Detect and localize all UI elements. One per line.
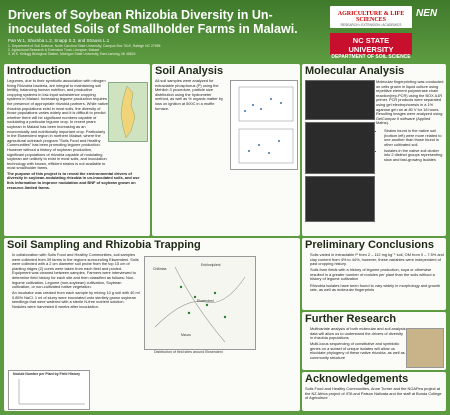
bullet: Soils varied in extractable P from 2 – 1… — [310, 252, 446, 267]
bullet: Rhizobia isolates have been found to var… — [310, 283, 446, 293]
malawi-map — [108, 82, 148, 142]
gel-image — [305, 80, 375, 120]
ncsu-logo: NC STATE UNIVERSITY DEPARTMENT OF SOIL S… — [330, 33, 412, 60]
map-art — [154, 266, 246, 343]
section-heading: Molecular Analysis — [305, 65, 405, 77]
section-heading: Preliminary Conclusions — [305, 239, 434, 251]
cals-logo: AGRICULTURE & LIFE SCIENCES RESEARCH • E… — [330, 6, 412, 28]
conclusions-panel: Preliminary Conclusions Soils varied in … — [302, 238, 446, 310]
gel-image — [305, 176, 375, 222]
soil-analysis-panel: Soil Analysis All soil samples were anal… — [152, 64, 300, 236]
section-heading: Introduction — [7, 65, 72, 77]
bullet-list: Strains found in the native soil (bottom… — [376, 128, 444, 163]
affiliations: 1. Department of Soil Science, North Car… — [8, 44, 308, 56]
chart-frame — [18, 379, 85, 405]
sampling-panel: Soil Sampling and Rhizobia Trapping In c… — [4, 238, 300, 411]
map-label: Chitimba — [153, 267, 167, 271]
bullet: An incubator was created from each sampl… — [12, 290, 140, 309]
map-shape — [120, 85, 136, 139]
bullet: Multi-locus sequencing of constitutive a… — [310, 341, 406, 360]
map-caption: Distribution of field sites around Ekwen… — [154, 350, 223, 354]
logo-text: AGRICULTURE & LIFE SCIENCES — [337, 11, 405, 23]
bullet-list: In collaboration with Soils Food and Hea… — [4, 252, 140, 310]
map-label: Mzuzu — [181, 333, 191, 337]
authors: Pan W.1, Shumba L.2, Snapp S.3, and Stra… — [8, 38, 110, 43]
acknowledgements-panel: Acknowledgements Soils Food and Healthy … — [302, 372, 446, 411]
section-heading: Further Research — [305, 313, 397, 325]
bullet: Isolates in the native soil cluster into… — [384, 148, 444, 163]
introduction-panel: Introduction Legumes, due to their symbi… — [4, 64, 150, 236]
molecular-text: Molecular fingerprinting was conducted o… — [376, 79, 444, 164]
logo-subtext: RESEARCH • EXTENSION • ACADEMICS — [340, 23, 402, 27]
section-heading: Soil Sampling and Rhizobia Trapping — [7, 239, 201, 251]
bullet: In collaboration with Soils Food and Hea… — [12, 252, 140, 290]
affiliation: 3. W.K. Kellogg Biological Station, Mich… — [8, 52, 136, 56]
logo-text: DEPARTMENT OF SOIL SCIENCE — [331, 54, 411, 60]
title: Drivers of Soybean Rhizobia Diversity in… — [8, 8, 298, 36]
section-heading: Acknowledgements — [305, 373, 409, 385]
bullet-list: Soils varied in extractable P from 2 – 1… — [302, 252, 446, 293]
body-text: Legumes, due to their symbiotic associat… — [7, 78, 108, 171]
gel-image — [305, 122, 375, 174]
map-label: Enkhonjoleni — [201, 263, 221, 267]
site-map: Chitimba Enkhonjoleni Ekwendeni Mzuzu — [144, 256, 256, 350]
body-text: Soils Food and Healthy Communities, Anne… — [305, 386, 442, 401]
nen-logo: NEN — [416, 8, 438, 19]
body-text: Molecular fingerprinting was conducted o… — [376, 79, 444, 126]
bullet-list: Multivariate analysis of both molecular … — [302, 326, 406, 361]
purpose-text: The purpose of this project is to reveal… — [7, 170, 140, 190]
nodule-chart: Nodule Number per Plant by Field History — [8, 370, 90, 410]
soil-figure — [230, 80, 298, 170]
affiliation: 2. Agricultural Research & Extension Tru… — [8, 48, 100, 52]
bullet: Strains found in the native soil (bottom… — [384, 128, 444, 147]
further-panel: Further Research Multivariate analysis o… — [302, 312, 446, 370]
figure-art — [238, 86, 294, 164]
section-heading: Soil Analysis — [155, 65, 224, 77]
chart-title: Nodule Number per Plant by Field History — [13, 372, 81, 376]
bullet: Multivariate analysis of both molecular … — [310, 326, 406, 341]
body-text: All soil samples were analyzed for extra… — [155, 78, 223, 111]
photo — [406, 328, 444, 368]
molecular-panel: Molecular Analysis Molecular fingerprint… — [302, 64, 446, 236]
bullet: Soils from fields with a history of legu… — [310, 268, 446, 282]
affiliation: 1. Department of Soil Science, North Car… — [8, 44, 161, 48]
map-label: Ekwendeni — [197, 299, 214, 303]
logo-text: NC STATE UNIVERSITY — [348, 36, 394, 54]
